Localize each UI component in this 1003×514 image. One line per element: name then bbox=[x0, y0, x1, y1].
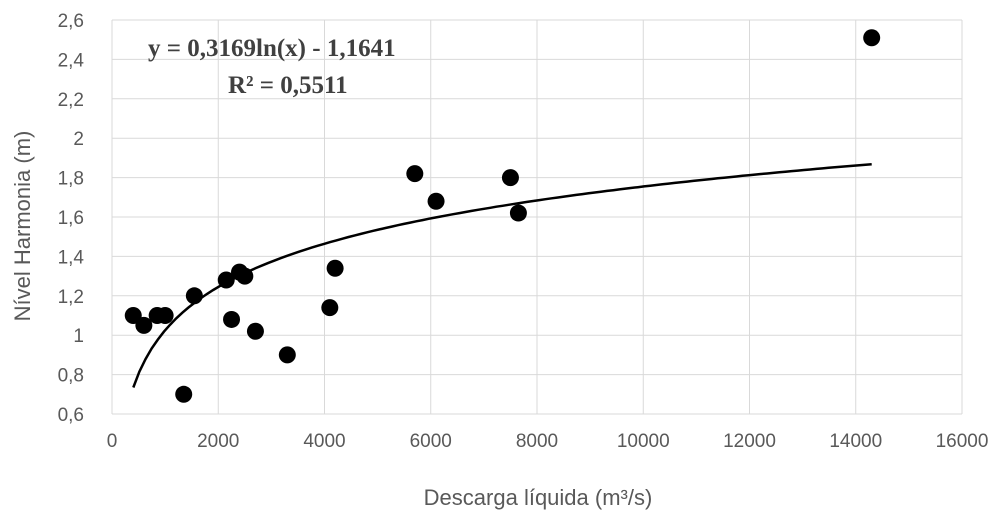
data-point bbox=[175, 385, 193, 403]
y-tick-label: 1,8 bbox=[58, 169, 84, 190]
data-point bbox=[509, 204, 527, 222]
data-point bbox=[427, 192, 445, 210]
y-tick-label: 1,4 bbox=[58, 247, 85, 268]
data-points bbox=[124, 29, 881, 403]
data-point bbox=[246, 322, 264, 340]
y-tick-label: 1 bbox=[73, 326, 84, 347]
x-tick-labels: 0 2000 4000 6000 8000 10000 12000 14000 16000 bbox=[107, 431, 989, 452]
y-tick-label: 2,4 bbox=[58, 50, 85, 71]
x-tick-label: 14000 bbox=[829, 431, 882, 452]
trendline bbox=[132, 162, 872, 388]
r-squared-label: R² = 0,5511 bbox=[228, 72, 348, 99]
y-tick-labels: 0,6 0,8 1 1,2 1,4 1,6 1,8 2 2,2 2,4 2,6 bbox=[58, 11, 85, 426]
data-point bbox=[326, 259, 344, 277]
data-point bbox=[223, 310, 241, 328]
y-axis-title: Nível Harmonia (m) bbox=[10, 131, 35, 322]
x-tick-label: 0 bbox=[107, 431, 118, 452]
x-tick-label: 10000 bbox=[617, 431, 670, 452]
data-point bbox=[156, 307, 174, 324]
data-point bbox=[863, 29, 881, 47]
y-tick-label: 1,2 bbox=[58, 287, 84, 308]
x-tick-label: 6000 bbox=[410, 431, 452, 452]
x-axis-title: Descarga líquida (m³/s) bbox=[424, 485, 653, 510]
trendline-equation: y = 0,3169ln(x) - 1,1641 bbox=[148, 35, 396, 62]
data-point bbox=[217, 271, 235, 289]
x-tick-label: 4000 bbox=[303, 431, 345, 452]
data-point bbox=[406, 165, 424, 183]
data-point bbox=[278, 346, 296, 364]
data-point bbox=[501, 169, 519, 187]
data-point bbox=[185, 287, 203, 305]
data-point bbox=[321, 299, 339, 317]
x-tick-label: 8000 bbox=[516, 431, 558, 452]
y-tick-label: 0,8 bbox=[58, 366, 84, 387]
x-tick-label: 16000 bbox=[936, 431, 989, 452]
y-tick-label: 1,6 bbox=[58, 208, 84, 229]
x-tick-label: 2000 bbox=[197, 431, 239, 452]
data-point bbox=[135, 316, 153, 334]
data-point bbox=[236, 267, 254, 285]
x-tick-label: 12000 bbox=[723, 431, 776, 452]
y-tick-label: 0,6 bbox=[58, 405, 84, 426]
y-tick-label: 2,2 bbox=[58, 90, 84, 111]
y-tick-label: 2,6 bbox=[58, 11, 84, 32]
y-tick-label: 2 bbox=[73, 129, 84, 150]
